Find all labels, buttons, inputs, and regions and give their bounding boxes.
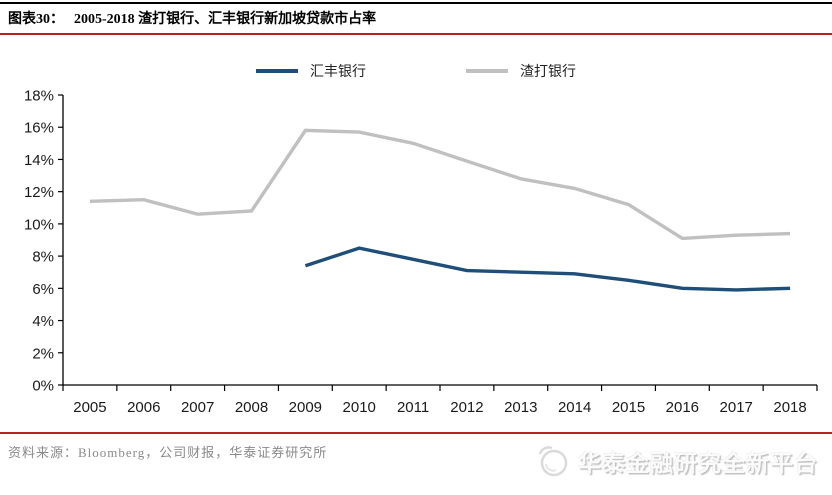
x-tick-label: 2009 bbox=[289, 399, 322, 416]
legend-label-hsbc: 汇丰银行 bbox=[310, 65, 366, 80]
y-tick-label: 2% bbox=[32, 345, 54, 362]
x-tick-label: 2014 bbox=[558, 399, 591, 416]
x-tick-label: 2013 bbox=[504, 399, 537, 416]
x-tick-label: 2008 bbox=[235, 399, 268, 416]
chart-legend: 汇丰银行 渣打银行 bbox=[0, 60, 832, 82]
legend-label-standard-chartered: 渣打银行 bbox=[520, 65, 576, 80]
platform-watermark: 华泰金融研究全新平台 bbox=[536, 440, 818, 482]
x-tick-label: 2015 bbox=[612, 399, 645, 416]
x-tick-label: 2007 bbox=[181, 399, 214, 416]
x-tick-label: 2005 bbox=[73, 399, 106, 416]
y-tick-label: 6% bbox=[32, 281, 54, 298]
legend-item-hsbc: 汇丰银行 bbox=[256, 61, 366, 81]
x-tick-label: 2018 bbox=[773, 399, 806, 416]
y-tick-label: 4% bbox=[32, 313, 54, 330]
series-line-hsbc bbox=[304, 246, 791, 292]
x-tick-label: 2016 bbox=[666, 399, 699, 416]
bottom-divider bbox=[0, 432, 832, 434]
y-tick-label: 14% bbox=[24, 152, 54, 169]
y-tick-label: 18% bbox=[24, 88, 54, 105]
legend-item-standard-chartered: 渣打银行 bbox=[466, 61, 576, 81]
y-tick-label: 16% bbox=[24, 120, 54, 137]
y-tick-label: 10% bbox=[24, 216, 54, 233]
hsbc-line-swatch bbox=[256, 69, 298, 73]
x-tick-label: 2006 bbox=[127, 399, 160, 416]
huatai-logo-icon bbox=[538, 446, 568, 477]
y-tick-label: 8% bbox=[32, 249, 54, 266]
series-line-standard-chartered bbox=[89, 128, 791, 241]
x-tick-label: 2012 bbox=[450, 399, 483, 416]
line-chart-canvas: 0% 2% 4% 6% 8% 10% 12% 14% 16% 18% 2005 2006 2007 200… bbox=[24, 88, 818, 416]
x-tick-label: 2010 bbox=[343, 399, 376, 416]
figure-number-label: 图表30： bbox=[8, 12, 64, 27]
watermark-text: 华泰金融研究全新平台 bbox=[578, 450, 818, 476]
y-tick-label: 0% bbox=[32, 378, 54, 395]
title-divider bbox=[0, 33, 832, 35]
source-note: 资料来源：Bloomberg，公司财报，华泰证券研究所 bbox=[8, 445, 328, 460]
figure-header: 图表30： 2005-2018 渣打银行、汇丰银行新加坡贷款市占率 bbox=[8, 8, 824, 28]
standard-chartered-line-swatch bbox=[466, 69, 508, 73]
figure-title: 2005-2018 渣打银行、汇丰银行新加坡贷款市占率 bbox=[74, 12, 377, 27]
line-chart: 0% 2% 4% 6% 8% 10% 12% 14% 16% 18% 2005 2006 2007 200… bbox=[0, 85, 832, 435]
y-tick-label: 12% bbox=[24, 184, 54, 201]
x-tick-label: 2017 bbox=[720, 399, 753, 416]
x-tick-label: 2011 bbox=[397, 399, 429, 416]
top-divider bbox=[0, 2, 832, 4]
